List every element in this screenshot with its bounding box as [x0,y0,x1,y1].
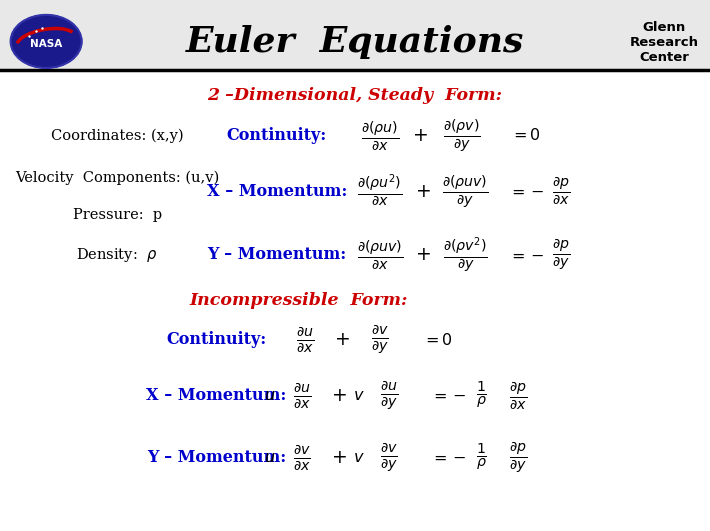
Text: $+$: $+$ [413,126,428,145]
Text: $= -$: $= -$ [430,450,466,465]
Text: $\frac{1}{\rho}$: $\frac{1}{\rho}$ [476,442,487,474]
Circle shape [11,15,82,68]
Text: $\frac{\partial(\rho uv)}{\partial x}$: $\frac{\partial(\rho uv)}{\partial x}$ [356,238,403,271]
Text: $\frac{\partial p}{\partial y}$: $\frac{\partial p}{\partial y}$ [552,238,570,272]
Text: $\frac{\partial(\rho u)}{\partial x}$: $\frac{\partial(\rho u)}{\partial x}$ [361,119,399,152]
Text: $u$: $u$ [264,388,275,403]
Text: Incompressible  Form:: Incompressible Form: [189,292,408,309]
Text: NASA: NASA [30,39,62,49]
Text: $\frac{\partial u}{\partial x}$: $\frac{\partial u}{\partial x}$ [293,381,311,410]
Text: $+$: $+$ [331,386,346,405]
Bar [0,0,710,70]
Text: Glenn
Research
Center: Glenn Research Center [629,21,699,64]
Text: $\frac{\partial p}{\partial x}$: $\frac{\partial p}{\partial x}$ [552,176,570,207]
Text: $\frac{\partial(\rho uv)}{\partial y}$: $\frac{\partial(\rho uv)}{\partial y}$ [442,173,488,210]
Text: Y – Momentum:: Y – Momentum: [207,246,346,263]
Text: $v$: $v$ [353,388,364,403]
Text: $= -$: $= -$ [508,247,545,262]
Text: $= 0$: $= 0$ [422,332,452,348]
Text: Velocity  Components: (u,v): Velocity Components: (u,v) [15,170,219,185]
Text: $+$: $+$ [334,330,350,349]
Text: $\frac{1}{\rho}$: $\frac{1}{\rho}$ [476,380,487,412]
Text: $+$: $+$ [415,182,430,201]
Text: X – Momentum:: X – Momentum: [146,387,287,404]
Text: Pressure:  p: Pressure: p [72,208,162,222]
Text: 2 –Dimensional, Steady  Form:: 2 –Dimensional, Steady Form: [207,87,503,104]
Text: Euler  Equations: Euler Equations [186,25,524,59]
Text: Continuity:: Continuity: [166,331,267,348]
Text: $u$: $u$ [264,450,275,465]
Text: $= -$: $= -$ [430,388,466,403]
Text: X – Momentum:: X – Momentum: [207,183,347,200]
Text: $+$: $+$ [415,245,430,264]
Text: Density:  $\rho$: Density: $\rho$ [77,246,158,264]
Text: $\frac{\partial v}{\partial y}$: $\frac{\partial v}{\partial y}$ [380,441,398,474]
Text: $\frac{\partial p}{\partial x}$: $\frac{\partial p}{\partial x}$ [509,380,528,411]
Text: Y – Momentum:: Y – Momentum: [147,449,286,466]
Text: $\frac{\partial(\rho v)}{\partial y}$: $\frac{\partial(\rho v)}{\partial y}$ [443,117,480,154]
Text: $\frac{\partial(\rho u^2)}{\partial x}$: $\frac{\partial(\rho u^2)}{\partial x}$ [357,173,403,209]
Text: $\frac{\partial(\rho v^2)}{\partial y}$: $\frac{\partial(\rho v^2)}{\partial y}$ [442,235,488,275]
Text: Continuity:: Continuity: [226,127,327,144]
Text: $+$: $+$ [331,448,346,467]
Text: $\frac{\partial v}{\partial y}$: $\frac{\partial v}{\partial y}$ [371,323,389,356]
Text: $= -$: $= -$ [508,184,545,199]
Text: $v$: $v$ [353,450,364,465]
Text: Coordinates: (x,y): Coordinates: (x,y) [51,128,183,143]
Text: $\frac{\partial p}{\partial y}$: $\frac{\partial p}{\partial y}$ [509,441,528,475]
Text: $\frac{\partial u}{\partial x}$: $\frac{\partial u}{\partial x}$ [296,326,315,354]
Text: $= 0$: $= 0$ [510,127,540,143]
Text: $\frac{\partial v}{\partial x}$: $\frac{\partial v}{\partial x}$ [293,443,311,472]
Text: $\frac{\partial u}{\partial y}$: $\frac{\partial u}{\partial y}$ [380,379,398,412]
